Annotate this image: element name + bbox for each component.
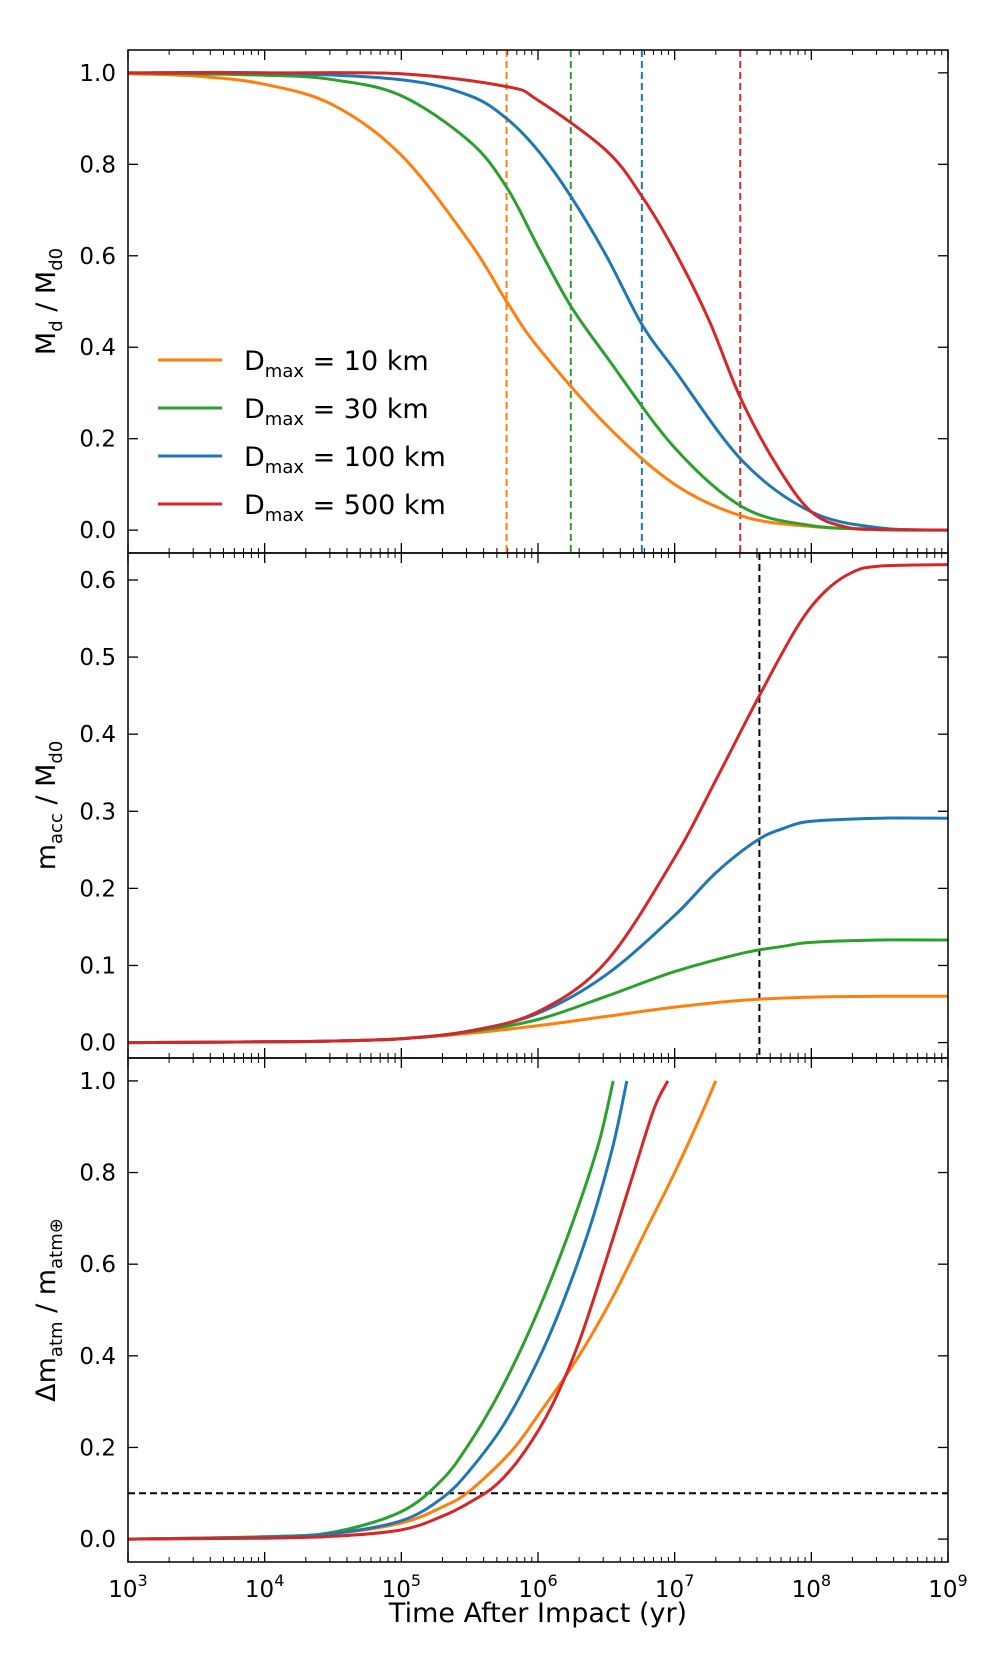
- y-axis-label: macc / Md0: [31, 741, 67, 871]
- legend: Dmax = 10 km Dmax = 30 km Dmax = 100 km Dma…: [158, 346, 446, 526]
- plot-frame: [127, 49, 949, 554]
- y-tick-label: 0.0: [79, 1031, 116, 1057]
- y-tick-label: 0.4: [79, 722, 116, 748]
- y-axis-label: Δmatm / matm⊕: [31, 1218, 67, 1402]
- panel-bottom: 0.0 0.2 0.4 0.6 0.8 1.0 Δmatm / matm⊕ 103 104 105…: [31, 1057, 968, 1629]
- series-line-3: [128, 563, 948, 1045]
- y-tick-label: 0.0: [79, 1527, 116, 1553]
- plot-frame: [127, 1057, 949, 1563]
- plot-frame: [127, 552, 949, 1059]
- y-tick-label: 0.4: [79, 335, 116, 361]
- legend-label-0: Dmax = 10 km: [244, 346, 429, 382]
- y-tick-label: 0.2: [79, 427, 116, 453]
- x-tick-label: 107: [655, 1571, 694, 1603]
- y-tick-label: 0.3: [79, 799, 116, 825]
- legend-label-3: Dmax = 500 km: [244, 490, 446, 526]
- series-line-1: [128, 1080, 615, 1541]
- x-axis-label: Time After Impact (yr): [388, 1598, 687, 1629]
- legend-label-1: Dmax = 30 km: [244, 394, 429, 430]
- series-line-2: [128, 1080, 629, 1541]
- legend-label-2: Dmax = 100 km: [244, 442, 446, 478]
- y-tick-label: 0.0: [79, 518, 116, 544]
- y-tick-label: 0.2: [79, 876, 116, 902]
- y-tick-label: 0.5: [79, 645, 116, 671]
- y-axis-label: Md / Md0: [31, 248, 67, 355]
- y-tick-label: 0.6: [79, 1252, 116, 1278]
- panel-middle: 0.0 0.1 0.2 0.3 0.4 0.5 0.6 macc / Md0: [31, 552, 949, 1059]
- series-line-2: [128, 816, 948, 1045]
- y-tick-label: 0.8: [79, 152, 116, 178]
- x-tick-label: 106: [518, 1571, 557, 1603]
- x-tick-label: 108: [792, 1571, 831, 1603]
- x-tick-label: 103: [108, 1571, 147, 1603]
- x-tick-label: 109: [928, 1571, 967, 1603]
- series-line-0: [128, 1080, 718, 1541]
- y-tick-label: 0.6: [79, 244, 116, 270]
- x-tick-label: 104: [245, 1571, 284, 1603]
- y-tick-label: 1.0: [79, 61, 116, 87]
- series-line-1: [128, 71, 948, 532]
- x-tick-label: 105: [382, 1571, 421, 1603]
- y-tick-label: 0.1: [79, 953, 116, 979]
- series-line-2: [128, 70, 948, 532]
- y-tick-label: 1.0: [79, 1069, 116, 1095]
- y-tick-label: 0.8: [79, 1161, 116, 1187]
- y-tick-label: 0.2: [79, 1435, 116, 1461]
- series-line-3: [128, 1080, 670, 1541]
- y-tick-label: 0.4: [79, 1344, 116, 1370]
- series-line-0: [128, 72, 948, 532]
- series-line-3: [128, 71, 948, 532]
- y-tick-label: 0.6: [79, 568, 116, 594]
- series-line-1: [128, 938, 948, 1045]
